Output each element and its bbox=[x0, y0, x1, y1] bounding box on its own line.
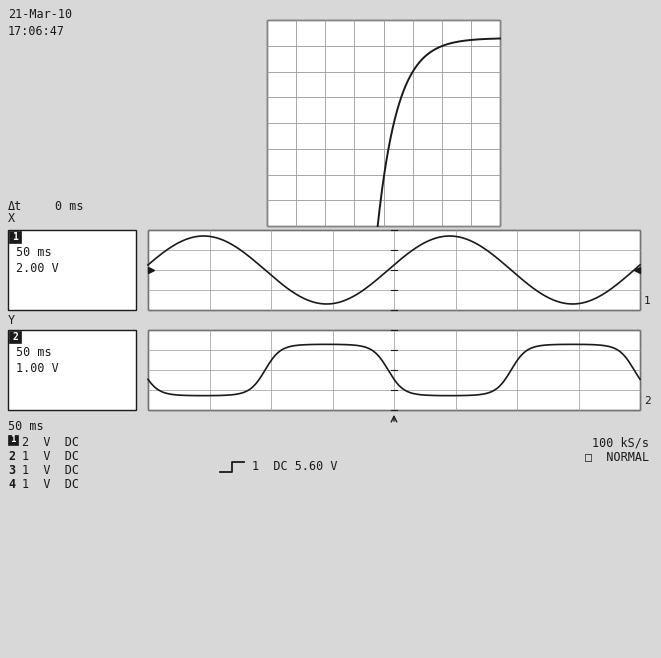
Text: 1: 1 bbox=[644, 296, 650, 306]
Text: 0 ms: 0 ms bbox=[55, 200, 83, 213]
Text: 2: 2 bbox=[644, 396, 650, 406]
Text: X: X bbox=[8, 212, 15, 225]
Bar bbox=[267, 20, 500, 226]
Bar bbox=[9, 231, 21, 243]
Text: 2.00 V: 2.00 V bbox=[16, 262, 59, 275]
Text: 2: 2 bbox=[12, 332, 18, 342]
Bar bbox=[8, 435, 18, 445]
Text: 50 ms: 50 ms bbox=[8, 420, 44, 433]
Text: 3: 3 bbox=[8, 464, 15, 477]
Text: □  NORMAL: □ NORMAL bbox=[585, 450, 649, 463]
Text: 21-Mar-10
17:06:47: 21-Mar-10 17:06:47 bbox=[8, 8, 72, 38]
Bar bbox=[9, 331, 21, 343]
Text: Δt: Δt bbox=[8, 200, 22, 213]
Text: 50 ms: 50 ms bbox=[16, 346, 52, 359]
Bar bbox=[8, 230, 136, 310]
Text: 2: 2 bbox=[8, 450, 15, 463]
Text: 2  V  DC: 2 V DC bbox=[22, 436, 79, 449]
Bar bbox=[148, 230, 640, 310]
Text: 4: 4 bbox=[8, 478, 15, 491]
Bar bbox=[8, 330, 136, 410]
Text: 1: 1 bbox=[11, 436, 16, 445]
Text: 1  V  DC: 1 V DC bbox=[22, 450, 79, 463]
Text: 1.00 V: 1.00 V bbox=[16, 362, 59, 375]
Text: 1: 1 bbox=[12, 232, 18, 242]
Text: 1  V  DC: 1 V DC bbox=[22, 478, 79, 491]
Text: 1  V  DC: 1 V DC bbox=[22, 464, 79, 477]
Text: 50 ms: 50 ms bbox=[16, 246, 52, 259]
Text: 100 kS/s: 100 kS/s bbox=[592, 436, 649, 449]
Text: 1  DC 5.60 V: 1 DC 5.60 V bbox=[252, 460, 338, 473]
Bar bbox=[148, 330, 640, 410]
Text: Y: Y bbox=[8, 314, 15, 327]
